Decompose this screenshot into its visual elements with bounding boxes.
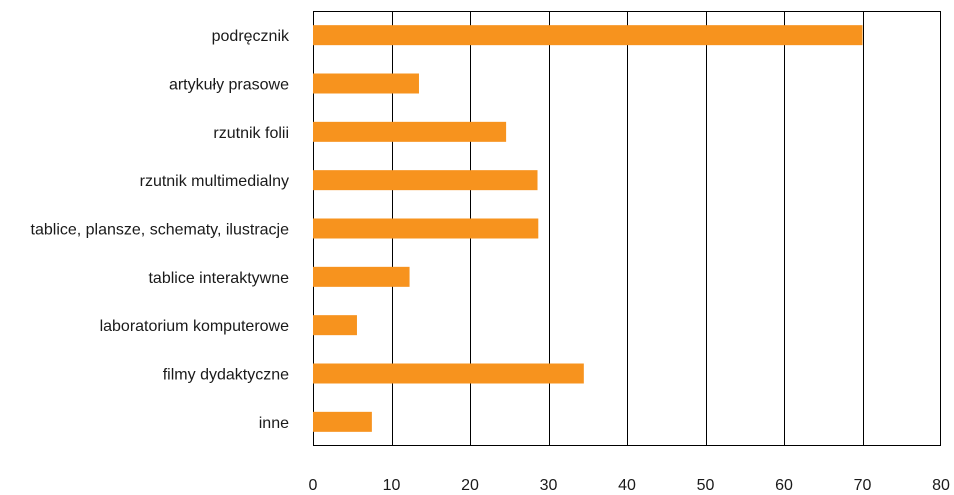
category-label: rzutnik multimedialny <box>140 173 289 190</box>
bar <box>313 170 538 191</box>
bar <box>313 218 539 239</box>
bar <box>313 25 863 46</box>
x-tick-label: 0 <box>309 477 318 494</box>
category-label: filmy dydaktyczne <box>163 367 289 384</box>
x-tick-label: 50 <box>697 477 715 494</box>
category-label: tablice interaktywne <box>148 270 289 287</box>
category-label: artykuły prasowe <box>169 77 289 94</box>
bar <box>313 121 507 142</box>
x-tick-labels: 0 10 20 30 40 50 60 70 80 <box>309 477 950 494</box>
category-labels: podręcznik artykuły prasowe rzutnik folii r… <box>31 28 290 432</box>
x-tick-label: 60 <box>775 477 793 494</box>
x-tick-label: 70 <box>854 477 872 494</box>
bars <box>313 25 863 432</box>
x-tick-label: 10 <box>383 477 401 494</box>
gridlines <box>392 11 864 446</box>
category-label: laboratorium komputerowe <box>100 318 290 335</box>
category-label: podręcznik <box>212 28 290 45</box>
bar <box>313 363 584 384</box>
x-tick-label: 20 <box>461 477 479 494</box>
category-label: tablice, plansze, schematy, ilustracje <box>31 222 290 239</box>
x-tick-label: 30 <box>540 477 558 494</box>
bar <box>313 411 372 432</box>
bar <box>313 315 357 336</box>
bar <box>313 266 410 287</box>
x-tick-label: 40 <box>618 477 636 494</box>
category-label: inne <box>259 415 289 432</box>
category-label: rzutnik folii <box>213 125 289 142</box>
bar <box>313 73 419 94</box>
x-tick-label: 80 <box>932 477 950 494</box>
